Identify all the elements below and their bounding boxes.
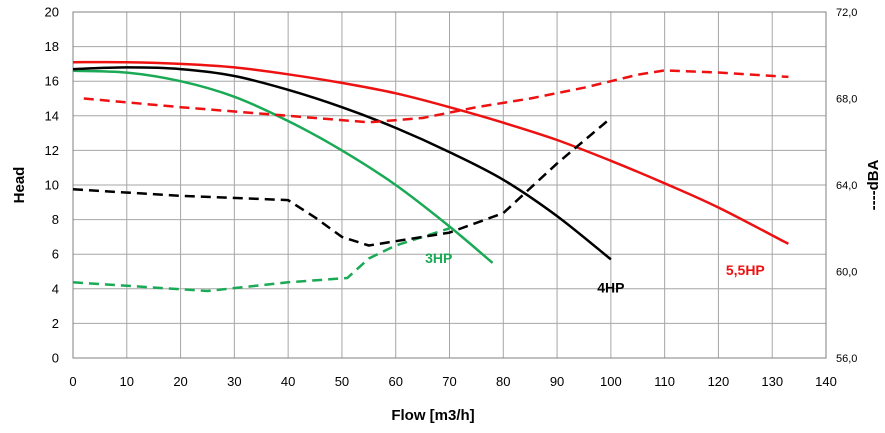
y-tick-label: 20 [45,5,59,20]
y-tick-label: 6 [52,247,59,262]
series-noise-3hp [72,227,450,293]
series-label: 3HP [425,250,452,266]
grid-lines [72,11,827,359]
y-tick-label: 18 [45,39,59,54]
x-tick-label: 30 [227,374,241,389]
x-tick-label: 100 [600,374,622,389]
x-tick-label: 130 [761,374,783,389]
series-noise-5-5hp [83,69,789,124]
y-tick-label: 0 [52,351,59,366]
series-label: 5,5HP [726,262,765,278]
y-tick-label: 12 [45,143,59,158]
x-tick-label: 0 [69,374,76,389]
x-tick-label: 70 [442,374,456,389]
series-noise-4hp [72,117,612,247]
series-head-4hp [72,66,612,261]
x-tick-label: 80 [496,374,510,389]
y2-tick-label: 60,0 [836,267,857,279]
y2-axis-title: ----dBA [865,159,882,210]
x-tick-label: 140 [815,374,837,389]
y-tick-label: 14 [45,108,59,123]
y2-tick-label: 64,0 [836,180,857,192]
y-tick-label: 8 [52,212,59,227]
y2-tick-label: 68,0 [836,94,857,106]
x-axis-ticks: 0 10 20 30 40 50 60 70 80 90 100 110 120 130 140 [69,374,836,389]
x-tick-label: 120 [708,374,730,389]
x-tick-label: 50 [335,374,349,389]
y2-tick-label: 56,0 [836,353,857,365]
x-tick-label: 60 [388,374,402,389]
y-axis-title: Head [11,167,28,204]
series-layer [72,60,789,293]
series-head-3hp [72,69,494,264]
x-tick-label: 90 [550,374,564,389]
y-tick-label: 2 [52,316,59,331]
y2-axis-ticks: 56,0 60,0 64,0 68,0 72,0 [836,7,857,365]
series-labels: 3HP 4HP 5,5HP [425,250,765,295]
x-tick-label: 110 [654,374,675,389]
series-label: 4HP [597,279,624,295]
series-head-5-5hp [72,60,789,245]
y-tick-label: 10 [45,178,59,193]
y-axis-ticks: 0 2 4 6 8 10 12 14 16 18 20 [45,5,59,366]
y2-tick-label: 72,0 [836,7,857,19]
x-axis-title: Flow [m3/h] [391,407,474,424]
y-tick-label: 4 [52,281,59,296]
plot-frame [72,11,827,359]
x-tick-label: 10 [120,374,134,389]
x-tick-label: 20 [173,374,187,389]
y-tick-label: 16 [45,74,59,89]
x-tick-label: 40 [281,374,295,389]
